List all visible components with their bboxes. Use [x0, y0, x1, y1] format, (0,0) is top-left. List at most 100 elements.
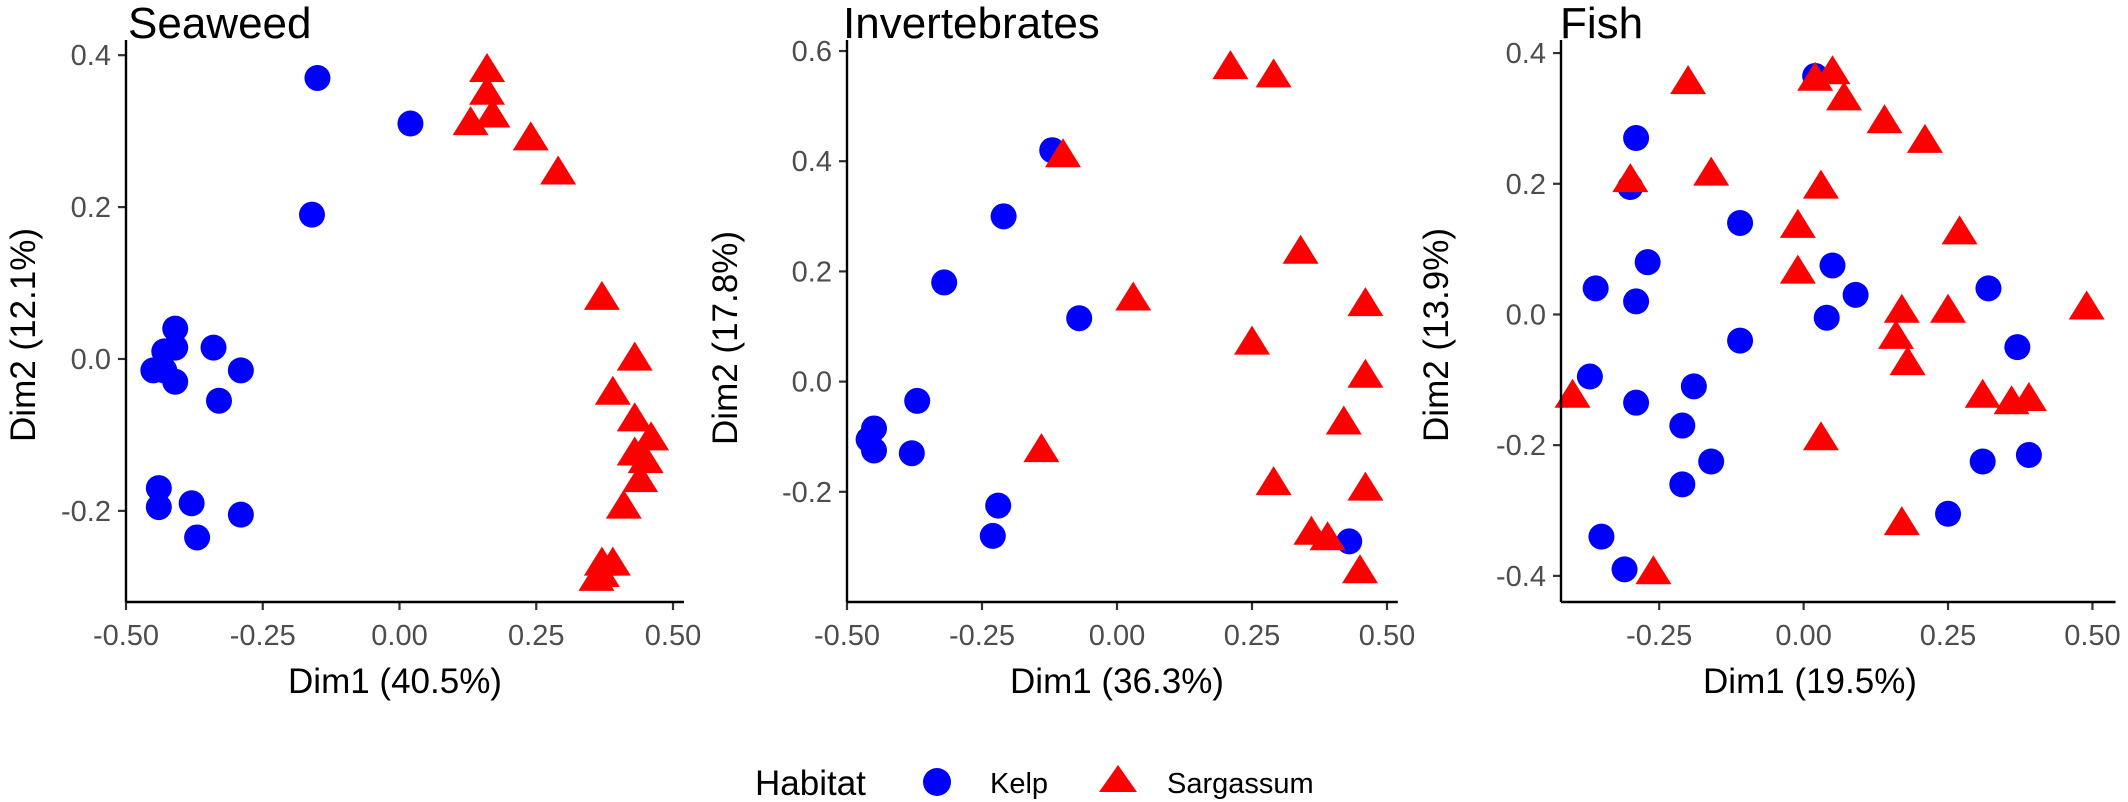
kelp-point	[1623, 389, 1650, 416]
kelp-point	[1813, 304, 1840, 331]
sargassum-point	[1347, 287, 1384, 317]
x-tick-label: -0.25	[1626, 620, 1692, 652]
sargassum-point	[1883, 506, 1920, 536]
sargassum-point	[1802, 169, 1839, 199]
sargassum-point	[540, 155, 577, 185]
y-tick-label: 0.4	[1506, 38, 1546, 70]
sargassum-point	[1866, 104, 1903, 134]
panel-title: Invertebrates	[843, 0, 1100, 48]
kelp-point	[1969, 448, 1996, 475]
x-tick-label: 0.00	[1775, 620, 1831, 652]
kelp-point	[1727, 209, 1754, 236]
y-tick-label: 0.6	[792, 36, 832, 68]
legend-sargassum-label: Sargassum	[1167, 768, 1314, 800]
legend-kelp-label: Kelp	[990, 768, 1048, 800]
kelp-point	[1727, 327, 1754, 354]
x-tick-label: 0.50	[1359, 620, 1415, 652]
y-tick-label: 0.4	[71, 40, 111, 72]
y-tick-label: -0.4	[1496, 561, 1546, 593]
kelp-point	[979, 522, 1006, 549]
kelp-point	[178, 490, 205, 517]
sargassum-point	[1282, 234, 1319, 264]
sargassum-point	[1941, 215, 1978, 245]
kelp-point	[1975, 275, 2002, 302]
x-tick-label: -0.50	[814, 620, 880, 652]
x-axis-title: Dim1 (36.3%)	[1010, 662, 1224, 701]
sargassum-point	[1023, 433, 1060, 463]
legend-kelp-symbol	[923, 768, 951, 796]
sargassum-point	[1802, 421, 1839, 451]
kelp-point	[304, 64, 331, 91]
sargassum-point	[605, 489, 642, 519]
sargassum-point	[583, 280, 620, 310]
kelp-point	[904, 387, 931, 414]
x-tick-label: 0.50	[645, 620, 701, 652]
sargassum-point	[1779, 254, 1816, 284]
kelp-point	[1576, 363, 1603, 390]
kelp-point	[162, 334, 189, 361]
y-tick-label: -0.2	[782, 477, 832, 509]
sargassum-point	[1930, 293, 1967, 323]
kelp-point	[298, 201, 325, 228]
panel-invertebrates: Invertebrates -0.50 -0.25 0.00 0.25 0.50 -0.2…	[706, 0, 1415, 701]
sargassum-point	[1554, 378, 1591, 408]
sargassum-point	[1797, 61, 1834, 91]
sargassum-point	[1325, 405, 1362, 435]
sargassum-point	[1889, 346, 1926, 376]
sargassum-point	[1347, 358, 1384, 388]
kelp-point	[397, 110, 424, 137]
x-tick-label: -0.25	[949, 620, 1015, 652]
y-tick-label: 0.0	[1506, 299, 1546, 331]
sargassum-point	[1635, 555, 1672, 585]
kelp-point	[145, 475, 172, 502]
kelp-point	[1842, 281, 1869, 308]
sargassum-point	[1347, 471, 1384, 501]
kelp-point	[162, 368, 189, 395]
kelp-point	[205, 387, 232, 414]
kelp-point	[1611, 556, 1638, 583]
kelp-point	[184, 524, 211, 551]
sargassum-point	[616, 402, 653, 432]
x-tick-label: 0.00	[1089, 620, 1145, 652]
kelp-point	[1588, 523, 1615, 550]
kelp-point	[1680, 373, 1707, 400]
y-tick-label: 0.4	[792, 146, 832, 178]
x-tick-label: -0.50	[93, 620, 159, 652]
y-tick-label: -0.2	[61, 496, 111, 528]
kelp-point	[200, 334, 227, 361]
panel-title: Fish	[1560, 0, 1643, 48]
panel-seaweed: Seaweed -0.50 -0.25 0.00 0.25 0.50 -0.2 0.0 0.2…	[4, 0, 701, 701]
sargassum-point	[1906, 123, 1943, 153]
kelp-point	[227, 501, 254, 528]
kelp-point	[898, 440, 925, 467]
x-tick-label: -0.25	[230, 620, 296, 652]
sargassum-point	[2068, 290, 2105, 320]
kelp-point	[227, 357, 254, 384]
kelp-point	[1582, 275, 1609, 302]
sargassum-point	[452, 106, 489, 136]
kelp-point	[931, 269, 958, 296]
y-tick-label: -0.2	[1496, 430, 1546, 462]
sargassum-point	[1883, 293, 1920, 323]
sargassum-point	[622, 463, 659, 493]
x-axis-title: Dim1 (40.5%)	[288, 662, 502, 701]
y-axis-title: Dim2 (13.9%)	[1417, 228, 1456, 442]
kelp-point	[1634, 249, 1661, 276]
kelp-point	[2004, 334, 2031, 361]
kelp-point	[1819, 252, 1846, 279]
sargassum-point	[1255, 466, 1292, 496]
sargassum-point	[512, 121, 549, 151]
kelp-point	[985, 492, 1012, 519]
y-tick-label: 0.2	[1506, 169, 1546, 201]
kelp-point	[861, 437, 887, 464]
sargassum-point	[1115, 281, 1152, 311]
sargassum-point	[594, 375, 631, 405]
sargassum-point	[1826, 81, 1863, 111]
y-tick-label: 0.0	[792, 367, 832, 399]
sargassum-point	[633, 421, 670, 451]
sargassum-point	[616, 341, 653, 371]
kelp-point	[1669, 412, 1696, 439]
sargassum-point	[1693, 156, 1730, 186]
sargassum-point	[474, 98, 511, 128]
